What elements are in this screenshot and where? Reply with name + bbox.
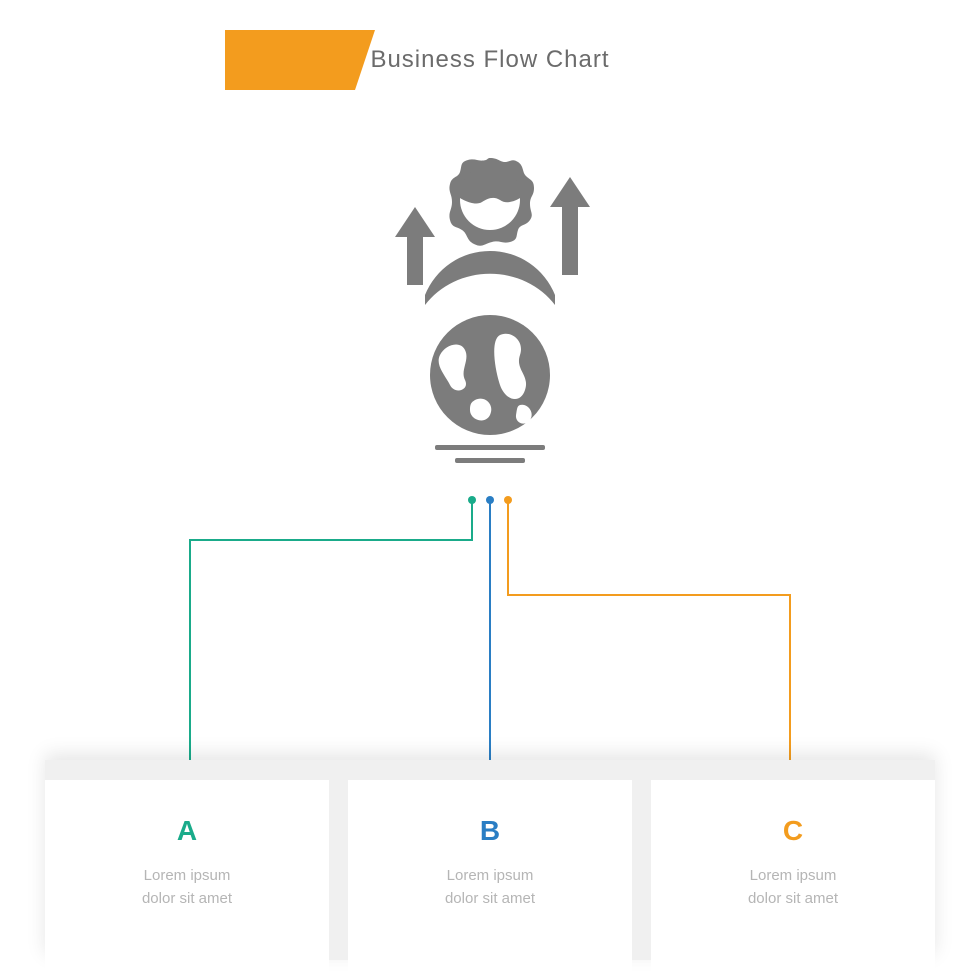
card-b: B Lorem ipsum dolor sit amet bbox=[348, 780, 632, 980]
card-a-letter: A bbox=[70, 815, 304, 847]
card-a: A Lorem ipsum dolor sit amet bbox=[45, 780, 329, 980]
card-c-text: Lorem ipsum dolor sit amet bbox=[676, 865, 910, 910]
header-bar: Business Flow Chart bbox=[225, 30, 755, 90]
header-title: Business Flow Chart bbox=[370, 46, 609, 74]
card-b-letter: B bbox=[373, 815, 607, 847]
card-c-letter: C bbox=[676, 815, 910, 847]
card-a-text: Lorem ipsum dolor sit amet bbox=[70, 865, 304, 910]
card-c: C Lorem ipsum dolor sit amet bbox=[651, 780, 935, 980]
globe-person-arrows-icon bbox=[365, 150, 615, 470]
central-icon bbox=[365, 150, 615, 470]
card-b-text: Lorem ipsum dolor sit amet bbox=[373, 865, 607, 910]
